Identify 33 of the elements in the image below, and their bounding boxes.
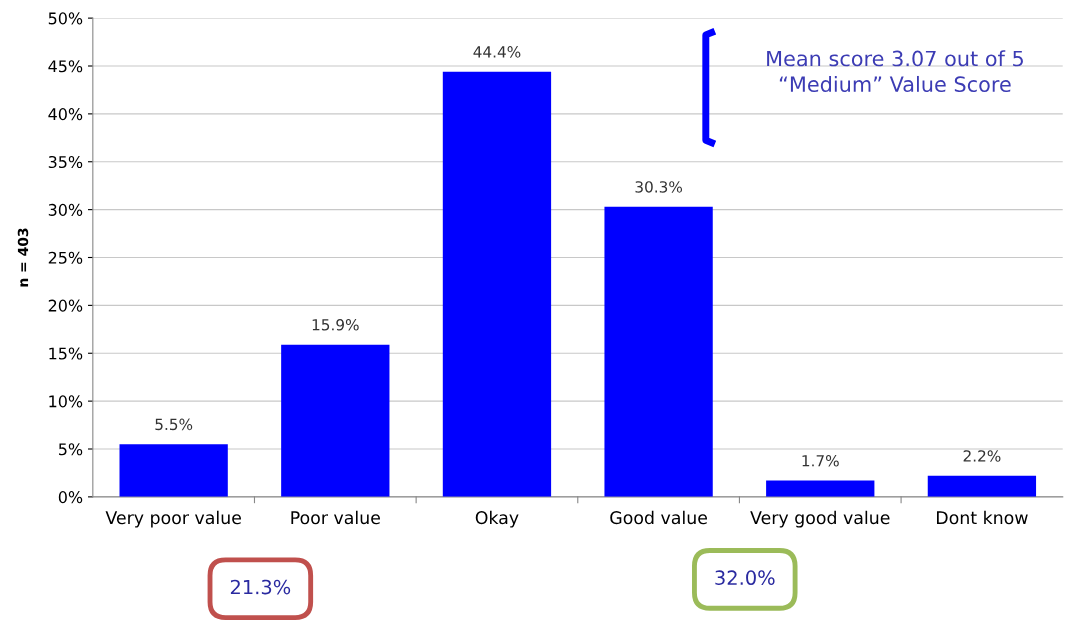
text: 32.0%	[715, 570, 775, 586]
bar	[766, 480, 875, 497]
bar	[927, 475, 1037, 497]
data-label: 2.2%	[963, 450, 1001, 462]
x-tick-label: Dont know	[937, 510, 1028, 525]
x-tick-label: Okay	[475, 510, 519, 528]
y-tick-label: 40%	[48, 108, 83, 121]
data-label: 15.9%	[312, 319, 359, 331]
y-tick-label: 20%	[48, 299, 83, 312]
y-tick-label: 35%	[48, 155, 83, 169]
y-tick-label: 5%	[59, 443, 83, 456]
data-label: 44.4%	[473, 46, 521, 58]
bar	[119, 444, 228, 497]
y-tick-label: 0%	[58, 491, 83, 504]
y-tick-label: 50%	[48, 12, 83, 25]
y-tick-label: 15%	[49, 347, 83, 360]
y-tick-label: 25%	[48, 251, 83, 264]
bar	[442, 71, 552, 497]
x-tick-label: Good value	[610, 510, 708, 525]
bar	[281, 344, 390, 497]
x-tick-label: Poor value	[291, 510, 380, 525]
data-label: 1.7%	[802, 454, 839, 467]
bar	[604, 206, 713, 497]
y-axis-title: n = 403	[17, 228, 29, 287]
y-tick-label: 45%	[48, 60, 83, 73]
y-tick-label: 10%	[49, 395, 83, 408]
annotation: Mean score 3.07 out of 5 “Medium” Value Score	[767, 50, 1023, 93]
data-label: 30.3%	[635, 181, 683, 193]
data-label: 5.5%	[155, 418, 193, 431]
text: 21.3%	[230, 579, 291, 595]
x-tick-label: Very good value	[750, 510, 890, 528]
y-tick-label: 30%	[48, 203, 83, 216]
x-tick-label: Very poor value	[105, 510, 241, 528]
